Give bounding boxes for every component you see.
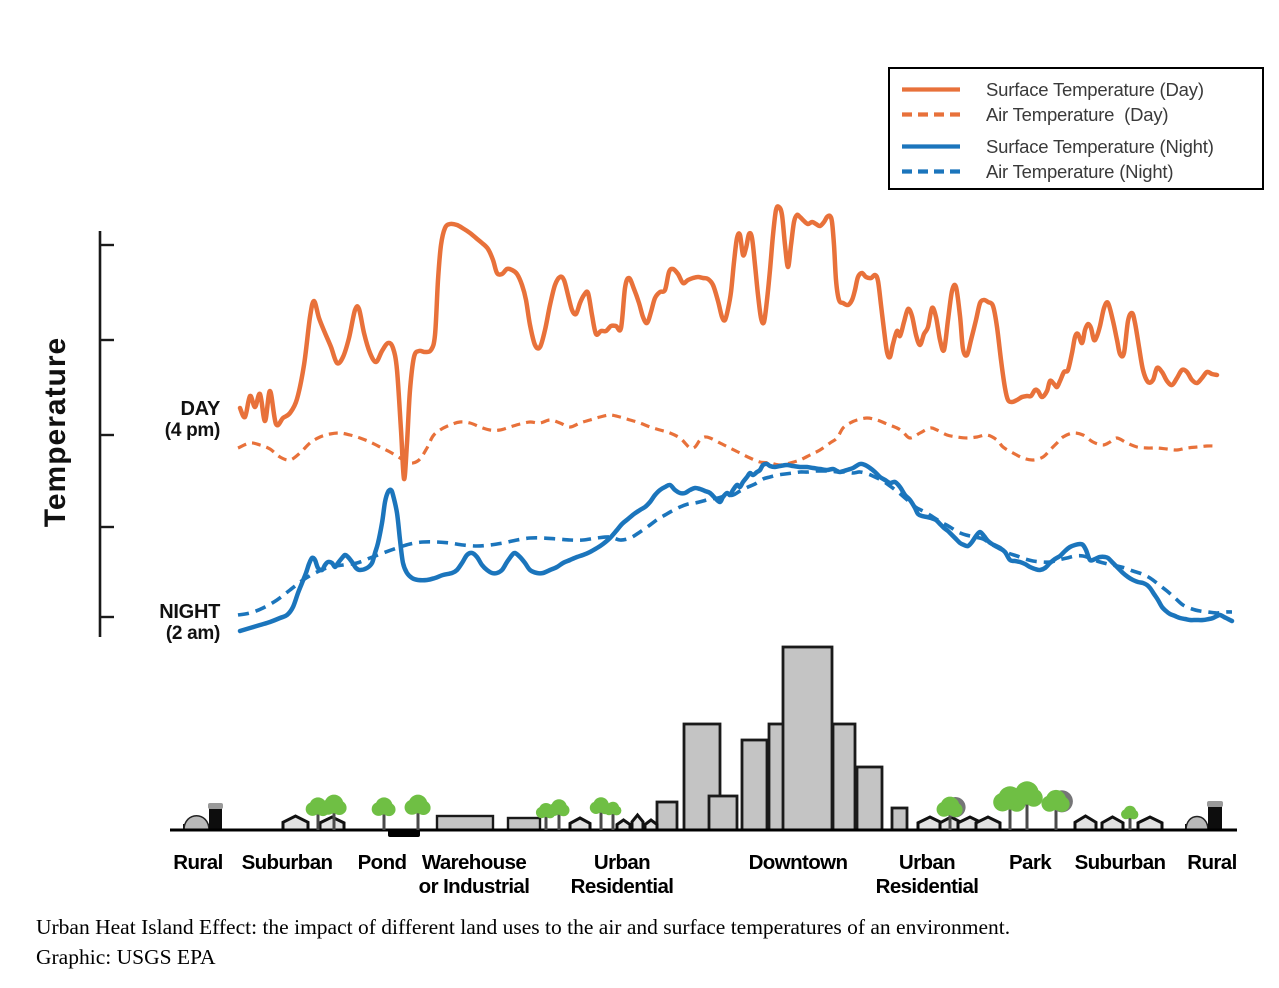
- downtown-building: [707, 794, 739, 832]
- farm-barn-and-silo: [183, 803, 223, 831]
- day-label: DAY: [180, 398, 221, 420]
- y-axis-title: Temperature: [39, 336, 72, 528]
- legend-label: Air Temperature (Night): [986, 160, 1174, 182]
- series-surface-temperature-night: [237, 461, 1235, 634]
- day-annotation: DAY (4 pm): [110, 398, 221, 442]
- tree: [1010, 781, 1043, 830]
- pond-water: [388, 829, 420, 837]
- category-label-suburban: Suburban: [241, 851, 333, 874]
- dark-tree: [936, 796, 966, 830]
- downtown-building: [781, 645, 834, 832]
- category-label-park: Park: [1008, 851, 1052, 874]
- barn-dome: [183, 815, 210, 831]
- house: [630, 812, 645, 832]
- x-axis-category-labels: Rural Suburban Pond Warehouse or Industrial U…: [0, 851, 1279, 911]
- series-air-temperature-night: [237, 469, 1233, 617]
- day-time-label: (4 pm): [164, 420, 221, 441]
- land-use-skyline: [170, 645, 1237, 837]
- series-surface-temperature-day: [237, 204, 1220, 482]
- category-label-rural: Rural: [173, 851, 223, 874]
- house: [281, 814, 310, 832]
- caption-line-2: Graphic: USGS EPA: [36, 945, 216, 969]
- house: [568, 816, 592, 832]
- air-day-dashed-line-swatch-icon: [902, 112, 960, 117]
- y-axis: [98, 231, 114, 637]
- tree: [320, 794, 347, 830]
- silo-cap: [208, 803, 223, 809]
- house: [1073, 814, 1098, 832]
- category-label-urban-residential: Urban Residential: [570, 851, 674, 898]
- downtown-building: [890, 806, 909, 832]
- warehouse-building: [435, 814, 495, 832]
- category-label-urban-residential: Urban Residential: [875, 851, 979, 898]
- legend-item-surface-night: Surface Temperature (Night): [900, 134, 1262, 159]
- series-air-temperature-day: [237, 413, 1216, 467]
- night-time-label: (2 am): [165, 623, 220, 644]
- surface-day-line-swatch-icon: [902, 87, 960, 92]
- tree: [547, 799, 570, 830]
- legend-item-surface-day: Surface Temperature (Day): [900, 77, 1262, 102]
- silo: [209, 806, 222, 830]
- house: [916, 815, 944, 832]
- downtown-building: [740, 738, 769, 832]
- legend-label: Surface Temperature (Day): [986, 78, 1204, 100]
- surface-night-line-swatch-icon: [902, 144, 960, 149]
- category-label-downtown: Downtown: [748, 851, 848, 874]
- silo: [1208, 804, 1222, 830]
- category-label-suburban: Suburban: [1074, 851, 1166, 874]
- tree: [371, 797, 396, 830]
- caption-line-1: Urban Heat Island Effect: the impact of …: [36, 915, 1011, 939]
- house: [974, 815, 1002, 832]
- tree: [1121, 805, 1139, 830]
- tree: [604, 801, 622, 830]
- silo-cap: [1207, 801, 1223, 807]
- legend-item-air-night: Air Temperature (Night): [900, 159, 1262, 184]
- legend: Surface Temperature (Day) Air Temperatur…: [888, 67, 1264, 190]
- category-label-rural: Rural: [1187, 851, 1237, 874]
- tree: [404, 794, 431, 830]
- category-label-pond: Pond: [357, 851, 407, 874]
- downtown-building: [855, 765, 884, 832]
- category-label-warehouse-or-industrial: Warehouse or Industrial: [418, 851, 530, 898]
- house: [1100, 815, 1125, 832]
- legend-label: Air Temperature (Day): [986, 103, 1169, 125]
- downtown-building: [831, 722, 857, 832]
- house: [1136, 815, 1164, 832]
- caption: Urban Heat Island Effect: the impact of …: [36, 912, 1010, 972]
- air-night-dashed-line-swatch-icon: [902, 169, 960, 174]
- legend-label: Surface Temperature (Night): [986, 135, 1214, 157]
- downtown-building: [655, 800, 679, 832]
- legend-item-air-day: Air Temperature (Day): [900, 102, 1262, 127]
- dark-tree: [1041, 789, 1073, 830]
- barn-dome: [1185, 815, 1209, 831]
- house: [318, 815, 346, 832]
- night-annotation: NIGHT (2 am): [110, 601, 220, 645]
- night-label: NIGHT: [159, 601, 220, 623]
- warehouse-building: [506, 816, 542, 832]
- farm-barn-and-silo: [1185, 801, 1223, 831]
